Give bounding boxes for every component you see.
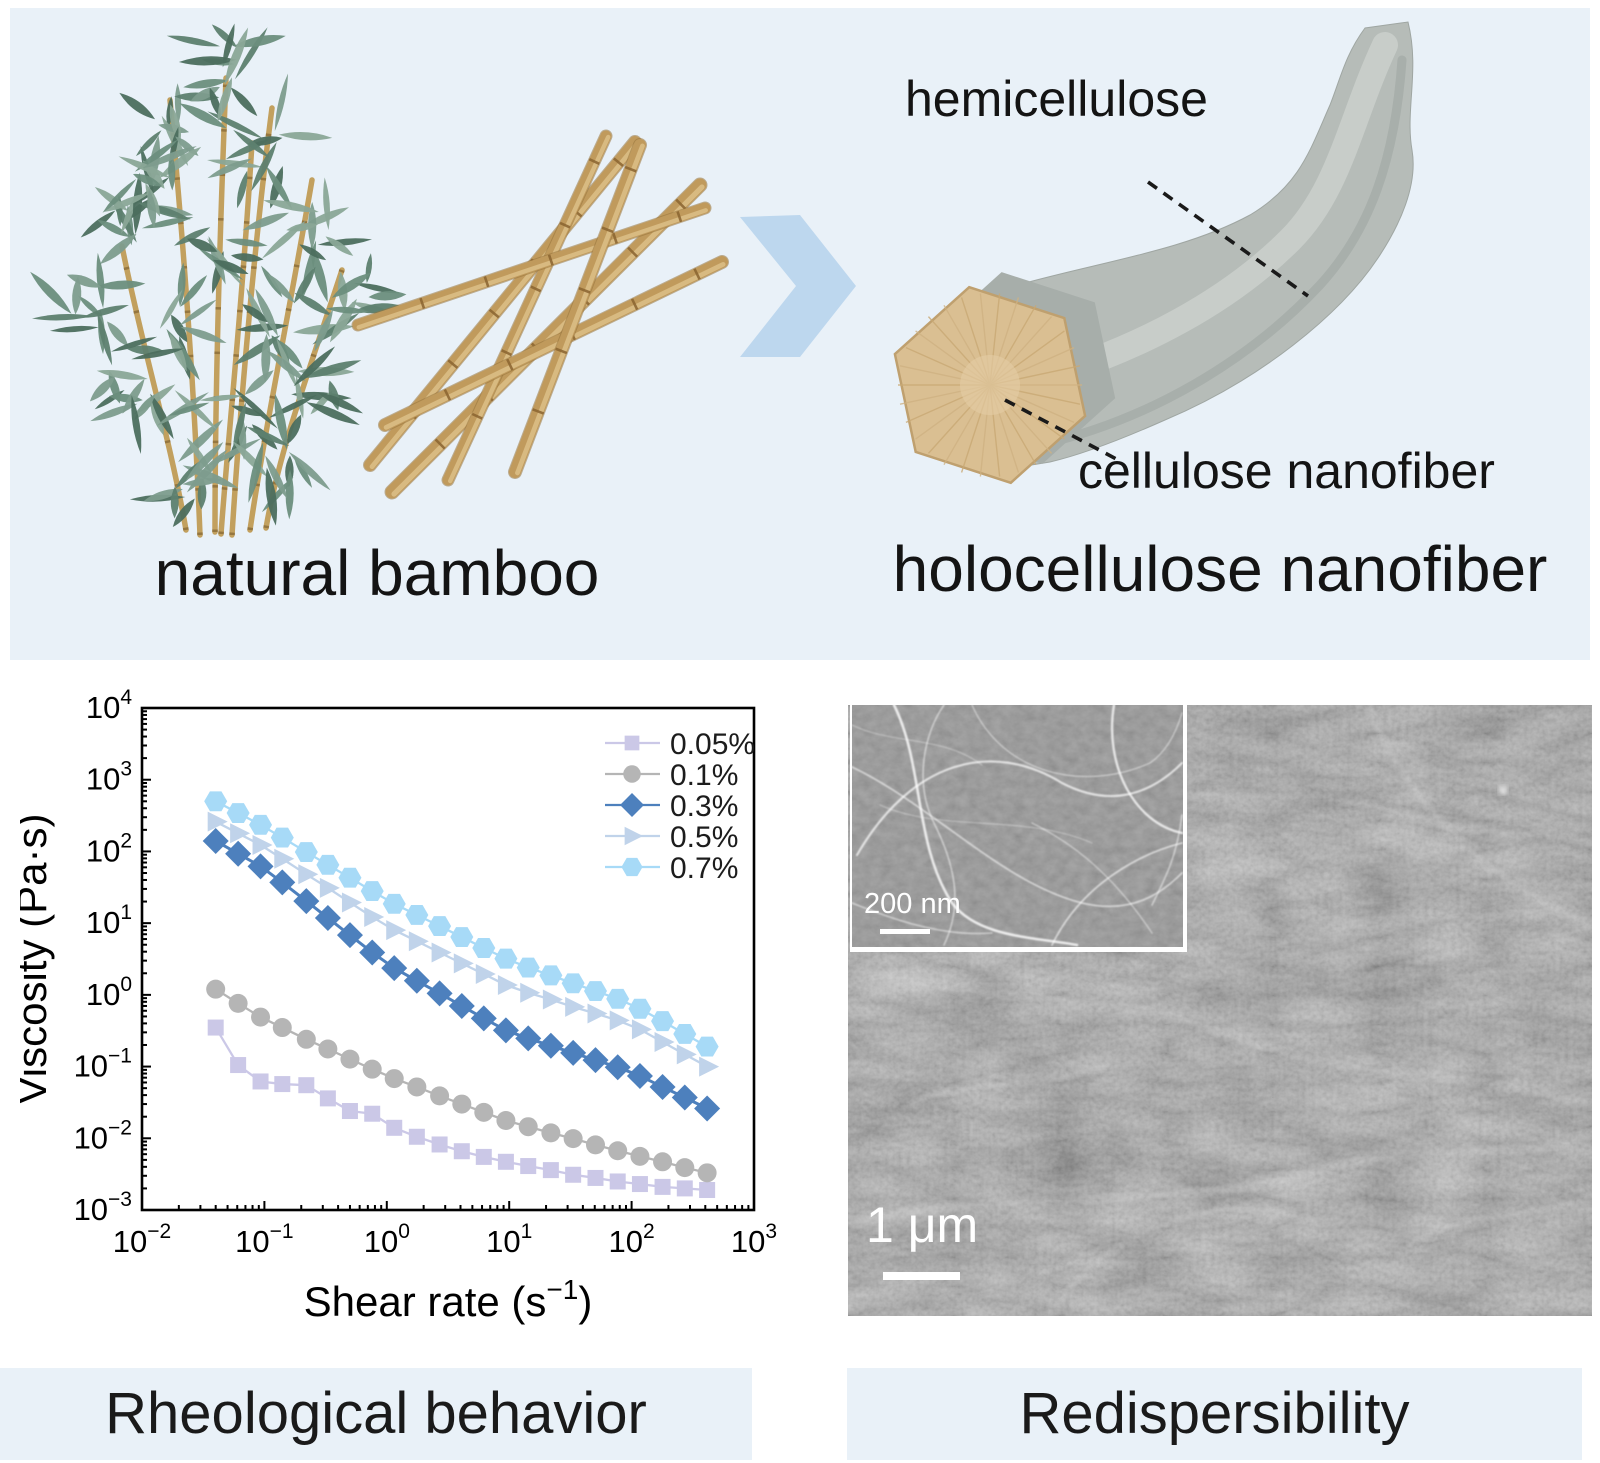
hemicellulose-label: hemicellulose bbox=[905, 71, 1208, 127]
svg-text:101: 101 bbox=[486, 1220, 532, 1259]
svg-text:10−1: 10−1 bbox=[235, 1220, 293, 1259]
bamboo-plant-illustration bbox=[30, 23, 407, 538]
legend-item-0.5%: 0.5% bbox=[605, 821, 738, 854]
redispersibility-caption: Redispersibility bbox=[1019, 1381, 1410, 1446]
svg-text:0.05%: 0.05% bbox=[670, 728, 755, 761]
caption-band-left: Rheological behavior bbox=[0, 1368, 752, 1460]
natural-bamboo-title: natural bamboo bbox=[154, 537, 600, 609]
inset-nanofibers bbox=[851, 705, 1184, 947]
hemicellulose-leader-line bbox=[1146, 180, 1310, 298]
top-panel bbox=[10, 8, 1590, 660]
nanofiber-illustration bbox=[893, 21, 1414, 485]
svg-text:10−2: 10−2 bbox=[74, 1116, 132, 1155]
svg-text:10−3: 10−3 bbox=[74, 1188, 132, 1227]
cellulose-leader-line bbox=[1004, 398, 1123, 464]
sem-main-scalebar-label: 1 μm bbox=[866, 1197, 979, 1253]
sem-inset-image bbox=[850, 705, 1187, 952]
y-axis-label: Viscosity (Pa·s) bbox=[20, 814, 55, 1105]
sem-image bbox=[848, 705, 1592, 1316]
series-0.7% bbox=[204, 791, 719, 1057]
series-0.3% bbox=[202, 827, 721, 1122]
svg-text:102: 102 bbox=[86, 829, 132, 868]
caption-band-right: Redispersibility bbox=[847, 1368, 1582, 1460]
viscosity-shear-rate-chart: 10−2 10−1 100 101 102 103 104 103 102 101 100 10−1 1… bbox=[20, 686, 778, 1325]
bamboo-sticks-illustration bbox=[351, 129, 729, 500]
top-panel-illustrations bbox=[30, 21, 1414, 538]
svg-text:0.7%: 0.7% bbox=[670, 852, 738, 885]
legend: 0.05%0.1%0.3%0.5%0.7% bbox=[605, 728, 755, 885]
legend-item-0.05%: 0.05% bbox=[605, 728, 755, 761]
series-0.5% bbox=[207, 811, 720, 1077]
svg-text:100: 100 bbox=[86, 973, 132, 1012]
svg-text:0.5%: 0.5% bbox=[670, 821, 738, 854]
cellulose-core-hexagon bbox=[893, 285, 1087, 485]
svg-text:10−1: 10−1 bbox=[74, 1045, 132, 1084]
sem-main-scalebar bbox=[883, 1272, 960, 1280]
svg-text:0.3%: 0.3% bbox=[670, 790, 738, 823]
rheological-behavior-caption: Rheological behavior bbox=[105, 1381, 647, 1446]
x-axis-label: Shear rate (s−1) bbox=[304, 1274, 593, 1325]
legend-item-0.7%: 0.7% bbox=[605, 852, 738, 885]
svg-text:103: 103 bbox=[731, 1220, 777, 1259]
svg-text:0.1%: 0.1% bbox=[670, 759, 738, 792]
svg-text:102: 102 bbox=[609, 1220, 655, 1259]
sem-inset-scalebar bbox=[880, 929, 930, 934]
legend-item-0.3%: 0.3% bbox=[605, 790, 738, 823]
cellulose-nanofiber-label: cellulose nanofiber bbox=[1078, 443, 1495, 499]
arrow-right-icon bbox=[740, 215, 856, 357]
svg-text:101: 101 bbox=[86, 901, 132, 940]
holocellulose-nanofiber-title: holocellulose nanofiber bbox=[892, 533, 1548, 605]
sem-main-field bbox=[848, 705, 1592, 1316]
sem-inset-scalebar-label: 200 nm bbox=[864, 888, 961, 920]
svg-text:100: 100 bbox=[364, 1220, 410, 1259]
axis-ticks bbox=[141, 707, 755, 1211]
series-0.1% bbox=[206, 979, 717, 1183]
svg-text:103: 103 bbox=[86, 758, 132, 797]
svg-text:104: 104 bbox=[86, 686, 132, 725]
plot-frame bbox=[140, 706, 756, 1212]
legend-item-0.1%: 0.1% bbox=[605, 759, 738, 792]
svg-text:10−2: 10−2 bbox=[113, 1220, 171, 1259]
series-0.05% bbox=[207, 1019, 716, 1199]
tick-labels: 10−2 10−1 100 101 102 103 104 103 102 101 100 10−1 1… bbox=[74, 686, 778, 1259]
